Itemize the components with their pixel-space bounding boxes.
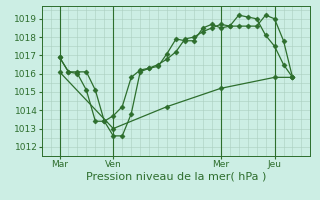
X-axis label: Pression niveau de la mer( hPa ): Pression niveau de la mer( hPa )	[86, 172, 266, 182]
